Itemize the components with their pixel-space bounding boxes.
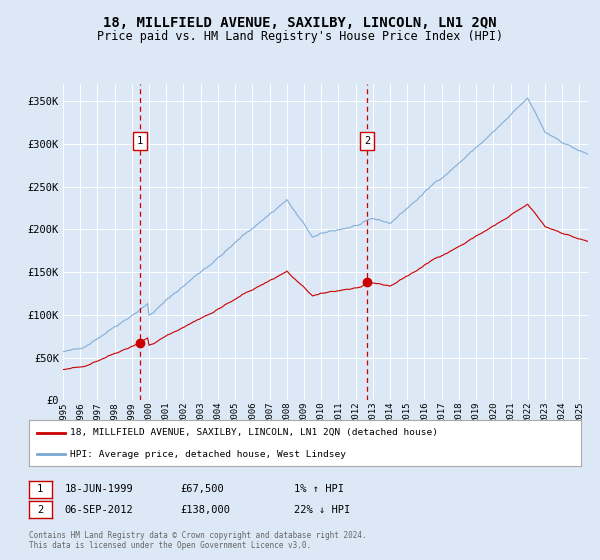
Text: 06-SEP-2012: 06-SEP-2012 xyxy=(65,505,134,515)
Text: 2: 2 xyxy=(37,505,43,515)
Text: 18, MILLFIELD AVENUE, SAXILBY, LINCOLN, LN1 2QN (detached house): 18, MILLFIELD AVENUE, SAXILBY, LINCOLN, … xyxy=(70,428,438,437)
Text: Contains HM Land Registry data © Crown copyright and database right 2024.
This d: Contains HM Land Registry data © Crown c… xyxy=(29,531,367,550)
Text: £67,500: £67,500 xyxy=(180,484,224,494)
Text: 1: 1 xyxy=(37,484,43,494)
Text: 2: 2 xyxy=(364,136,370,146)
Text: 1: 1 xyxy=(137,136,143,146)
Text: Price paid vs. HM Land Registry's House Price Index (HPI): Price paid vs. HM Land Registry's House … xyxy=(97,30,503,43)
Text: 22% ↓ HPI: 22% ↓ HPI xyxy=(294,505,350,515)
Text: 18, MILLFIELD AVENUE, SAXILBY, LINCOLN, LN1 2QN: 18, MILLFIELD AVENUE, SAXILBY, LINCOLN, … xyxy=(103,16,497,30)
Text: 1% ↑ HPI: 1% ↑ HPI xyxy=(294,484,344,494)
Text: £138,000: £138,000 xyxy=(180,505,230,515)
Text: 18-JUN-1999: 18-JUN-1999 xyxy=(65,484,134,494)
Text: HPI: Average price, detached house, West Lindsey: HPI: Average price, detached house, West… xyxy=(70,450,346,459)
